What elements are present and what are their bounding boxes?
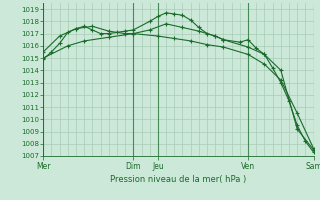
X-axis label: Pression niveau de la mer( hPa ): Pression niveau de la mer( hPa ) xyxy=(110,175,246,184)
